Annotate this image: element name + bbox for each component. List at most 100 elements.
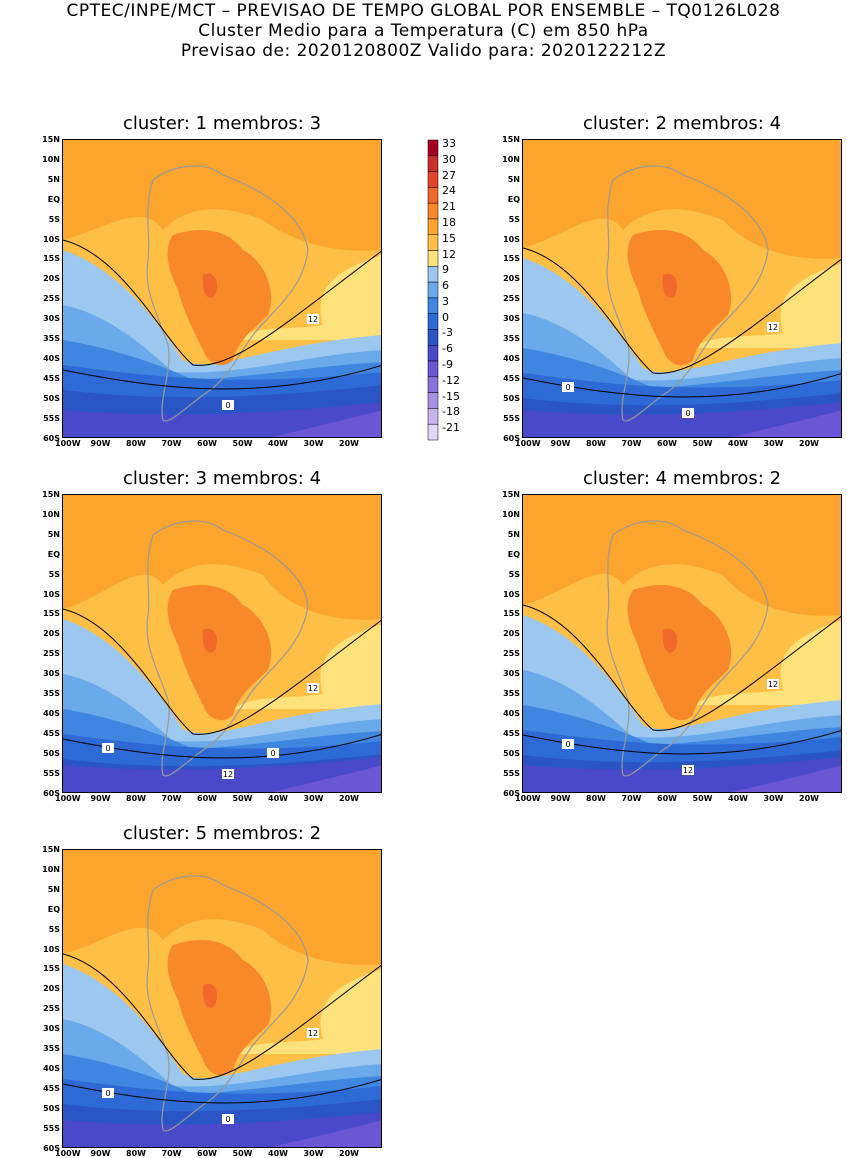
colorbar-label: -21 (442, 421, 460, 435)
longitude-tick-label: 100W (55, 439, 81, 448)
contour-label: 0 (270, 749, 275, 758)
latitude-tick-label: 15N (42, 490, 60, 499)
longitude-tick-label: 90W (550, 794, 571, 803)
cluster-title: cluster: 3 membros: 4 (122, 468, 322, 489)
colorbar-swatch (427, 376, 439, 393)
longitude-tick-label: 90W (90, 794, 111, 803)
latitude-tick-label: 5S (48, 924, 60, 934)
contour-label: 12 (308, 684, 318, 693)
longitude-tick-label: 20W (339, 794, 359, 803)
longitude-tick-label: 90W (90, 439, 111, 448)
header-line-3: Previsao de: 2020120800Z Valido para: 20… (180, 41, 667, 61)
latitude-tick-label: 25S (503, 649, 520, 659)
colorbar-label: 30 (442, 152, 456, 166)
latitude-tick-label: 40S (503, 353, 520, 363)
contour-label-box (222, 769, 234, 779)
temperature-band (202, 273, 218, 298)
map-frame: 12 0 (62, 139, 382, 438)
temperature-band (693, 263, 841, 348)
latitude-tick-label: 50S (43, 393, 60, 403)
contour-label: 0 (685, 409, 690, 418)
latitude-tick-label: 10N (42, 509, 60, 519)
longitude-tick-label: 90W (90, 1149, 111, 1158)
latitude-tick-label: 5S (48, 569, 60, 579)
latitude-tick-label: 20S (503, 274, 520, 284)
latitude-tick-label: 45S (503, 373, 520, 383)
temperature-band (167, 230, 272, 366)
latitude-tick-label: 15N (42, 845, 60, 854)
colorbar-label: 12 (442, 247, 456, 261)
temperature-map: 12 0 0 (523, 140, 841, 437)
contour-label-box (102, 743, 114, 753)
contour-label: 12 (768, 323, 778, 332)
coastline (146, 520, 309, 777)
longitude-tick-label: 50W (232, 794, 253, 803)
colorbar-label: -18 (442, 405, 460, 419)
latitude-tick-label: 15S (43, 254, 60, 264)
latitude-tick-label: 30S (43, 669, 60, 679)
coastline (146, 875, 309, 1132)
latitude-tick-label: 10N (42, 864, 60, 874)
colorbar-swatch (427, 408, 439, 425)
colorbar-swatch (427, 250, 439, 267)
longitude-tick-label: 30W (763, 794, 784, 803)
contour-label-box (767, 322, 779, 332)
colorbar-swatch (427, 392, 439, 409)
contour-label-box (307, 1028, 319, 1038)
temperature-band (63, 850, 381, 965)
latitude-tick-label: 35S (503, 334, 520, 343)
contour-label: 0 (225, 401, 230, 410)
latitude-tick-label: 5N (507, 529, 520, 539)
latitude-tick-label: 15S (503, 254, 520, 264)
temperature-map: 12 0 0 (63, 850, 381, 1147)
temperature-band (63, 402, 381, 437)
latitude-tick-label: 35S (503, 689, 520, 698)
contour-label: 0 (225, 1115, 230, 1124)
cluster-title: cluster: 5 membros: 2 (122, 823, 322, 844)
temperature-map: 12 0 (63, 140, 381, 437)
header-line-2: Cluster Medio para a Temperatura (C) em … (198, 21, 649, 41)
temperature-band (662, 273, 678, 298)
contour-12 (523, 247, 841, 374)
longitude-tick-label: 20W (339, 439, 359, 448)
latitude-tick-label: 50S (503, 748, 520, 758)
temperature-band (627, 230, 732, 366)
colorbar-swatch (427, 423, 439, 441)
temperature-band (63, 1112, 381, 1147)
contour-label-box (562, 382, 574, 392)
contour-label-box (307, 314, 319, 324)
latitude-tick-label: 35S (43, 689, 60, 698)
longitude-tick-label: 50W (692, 439, 713, 448)
contour-label-box (682, 765, 694, 775)
latitude-tick-label: 25S (503, 294, 520, 304)
latitude-tick-label: 35S (43, 334, 60, 343)
temperature-band (167, 940, 272, 1076)
latitude-tick-label: 35S (43, 1044, 60, 1053)
latitude-tick-label: 30S (503, 669, 520, 679)
latitude-tick-label: 5N (47, 884, 60, 894)
contour-label: 12 (223, 770, 233, 779)
latitude-tick-label: 25S (43, 1004, 60, 1014)
longitude-tick-label: 100W (515, 794, 541, 803)
latitude-tick-label: 40S (43, 1063, 60, 1073)
temperature-band (731, 410, 841, 437)
contour-label-box (307, 683, 319, 693)
colorbar-swatch (427, 139, 439, 157)
colorbar-label: 0 (442, 310, 449, 324)
contour-label: 12 (308, 315, 318, 324)
colorbar-swatch (427, 313, 439, 330)
cluster-title: cluster: 2 membros: 4 (582, 113, 782, 134)
longitude-tick-label: 80W (586, 794, 606, 803)
latitude-tick-label: 55S (503, 768, 520, 778)
latitude-tick-label: 60S (503, 433, 520, 443)
latitude-tick-label: 45S (503, 728, 520, 738)
latitude-tick-label: 20S (43, 274, 60, 284)
longitude-tick-label: 40W (728, 794, 748, 803)
map-frame: 12 0 0 (62, 849, 382, 1148)
temperature-map: 12 12 0 (523, 495, 841, 792)
contour-label-box (767, 679, 779, 689)
contour-12 (63, 608, 381, 735)
latitude-tick-label: 20S (43, 629, 60, 639)
longitude-tick-label: 80W (586, 439, 606, 448)
colorbar-label: 15 (442, 231, 456, 245)
